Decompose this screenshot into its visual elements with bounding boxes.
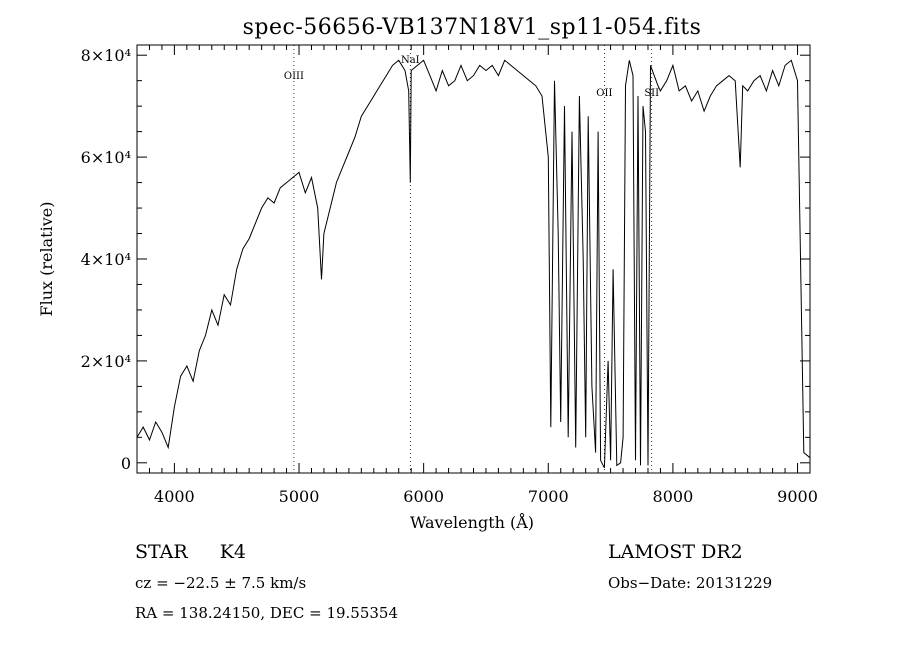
obs-date: Obs−Date: 20131229 (608, 574, 773, 592)
coordinates-text: RA = 138.24150, DEC = 19.55354 (135, 604, 399, 622)
y-tick-label: 0 (121, 454, 131, 473)
x-tick-label: 6000 (403, 487, 444, 506)
plot-area: 4000 5000 6000 7000 8000 9000 0 2×10⁴ 4×10⁴ 6×10⁴… (81, 44, 818, 506)
y-axis-label: Flux (relative) (37, 202, 56, 317)
survey-name: LAMOST DR2 (608, 541, 743, 563)
y-tick-label: 8×10⁴ (81, 46, 131, 65)
x-tick-label: 5000 (279, 487, 320, 506)
y-tick-label: 4×10⁴ (81, 250, 131, 269)
x-tick-label: 8000 (653, 487, 694, 506)
object-class: STAR K4 (135, 541, 246, 563)
object-class-text: STAR (135, 541, 188, 563)
line-marker-label: OII (596, 88, 612, 99)
plot-frame (136, 44, 811, 474)
x-tick-label: 9000 (777, 487, 818, 506)
line-marker-label: OIII (284, 71, 304, 82)
line-marker-label: SII (644, 88, 659, 99)
y-tick-label: 2×10⁴ (81, 352, 131, 371)
chart-title: spec-56656-VB137N18V1_sp11-054.fits (243, 15, 702, 40)
line-marker-label: NaI (401, 55, 420, 66)
x-tick-label: 4000 (154, 487, 195, 506)
y-tick-label: 6×10⁴ (81, 148, 131, 167)
x-tick-label: 7000 (528, 487, 569, 506)
x-axis-label: Wavelength (Å) (410, 512, 534, 532)
spectrum-line (137, 59, 810, 469)
subclass-text: K4 (219, 541, 246, 563)
velocity-text: cz = −22.5 ± 7.5 km/s (135, 574, 307, 592)
